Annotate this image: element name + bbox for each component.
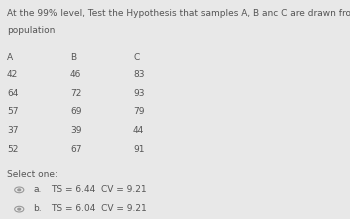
- Text: 57: 57: [7, 107, 19, 116]
- Circle shape: [18, 189, 21, 191]
- Text: A: A: [7, 53, 13, 62]
- Text: b.: b.: [33, 204, 42, 213]
- Circle shape: [18, 208, 21, 210]
- Text: B: B: [70, 53, 76, 62]
- Text: 52: 52: [7, 145, 18, 154]
- Text: TS = 6.04  CV = 9.21: TS = 6.04 CV = 9.21: [51, 204, 147, 213]
- Text: 46: 46: [70, 70, 81, 79]
- Text: 93: 93: [133, 89, 145, 98]
- Text: 44: 44: [133, 126, 144, 135]
- Text: 83: 83: [133, 70, 145, 79]
- Text: 67: 67: [70, 145, 82, 154]
- Text: a.: a.: [33, 185, 42, 194]
- Text: 64: 64: [7, 89, 18, 98]
- Text: At the 99% level, Test the Hypothesis that samples A, B anc C are drawn from the: At the 99% level, Test the Hypothesis th…: [7, 9, 350, 18]
- Text: 39: 39: [70, 126, 82, 135]
- Text: 37: 37: [7, 126, 19, 135]
- Text: TS = 6.44  CV = 9.21: TS = 6.44 CV = 9.21: [51, 185, 146, 194]
- Text: 72: 72: [70, 89, 81, 98]
- Text: 42: 42: [7, 70, 18, 79]
- Text: population: population: [7, 26, 55, 35]
- Text: C: C: [133, 53, 139, 62]
- Text: 79: 79: [133, 107, 145, 116]
- Text: 91: 91: [133, 145, 145, 154]
- Text: Select one:: Select one:: [7, 170, 58, 179]
- Text: 69: 69: [70, 107, 82, 116]
